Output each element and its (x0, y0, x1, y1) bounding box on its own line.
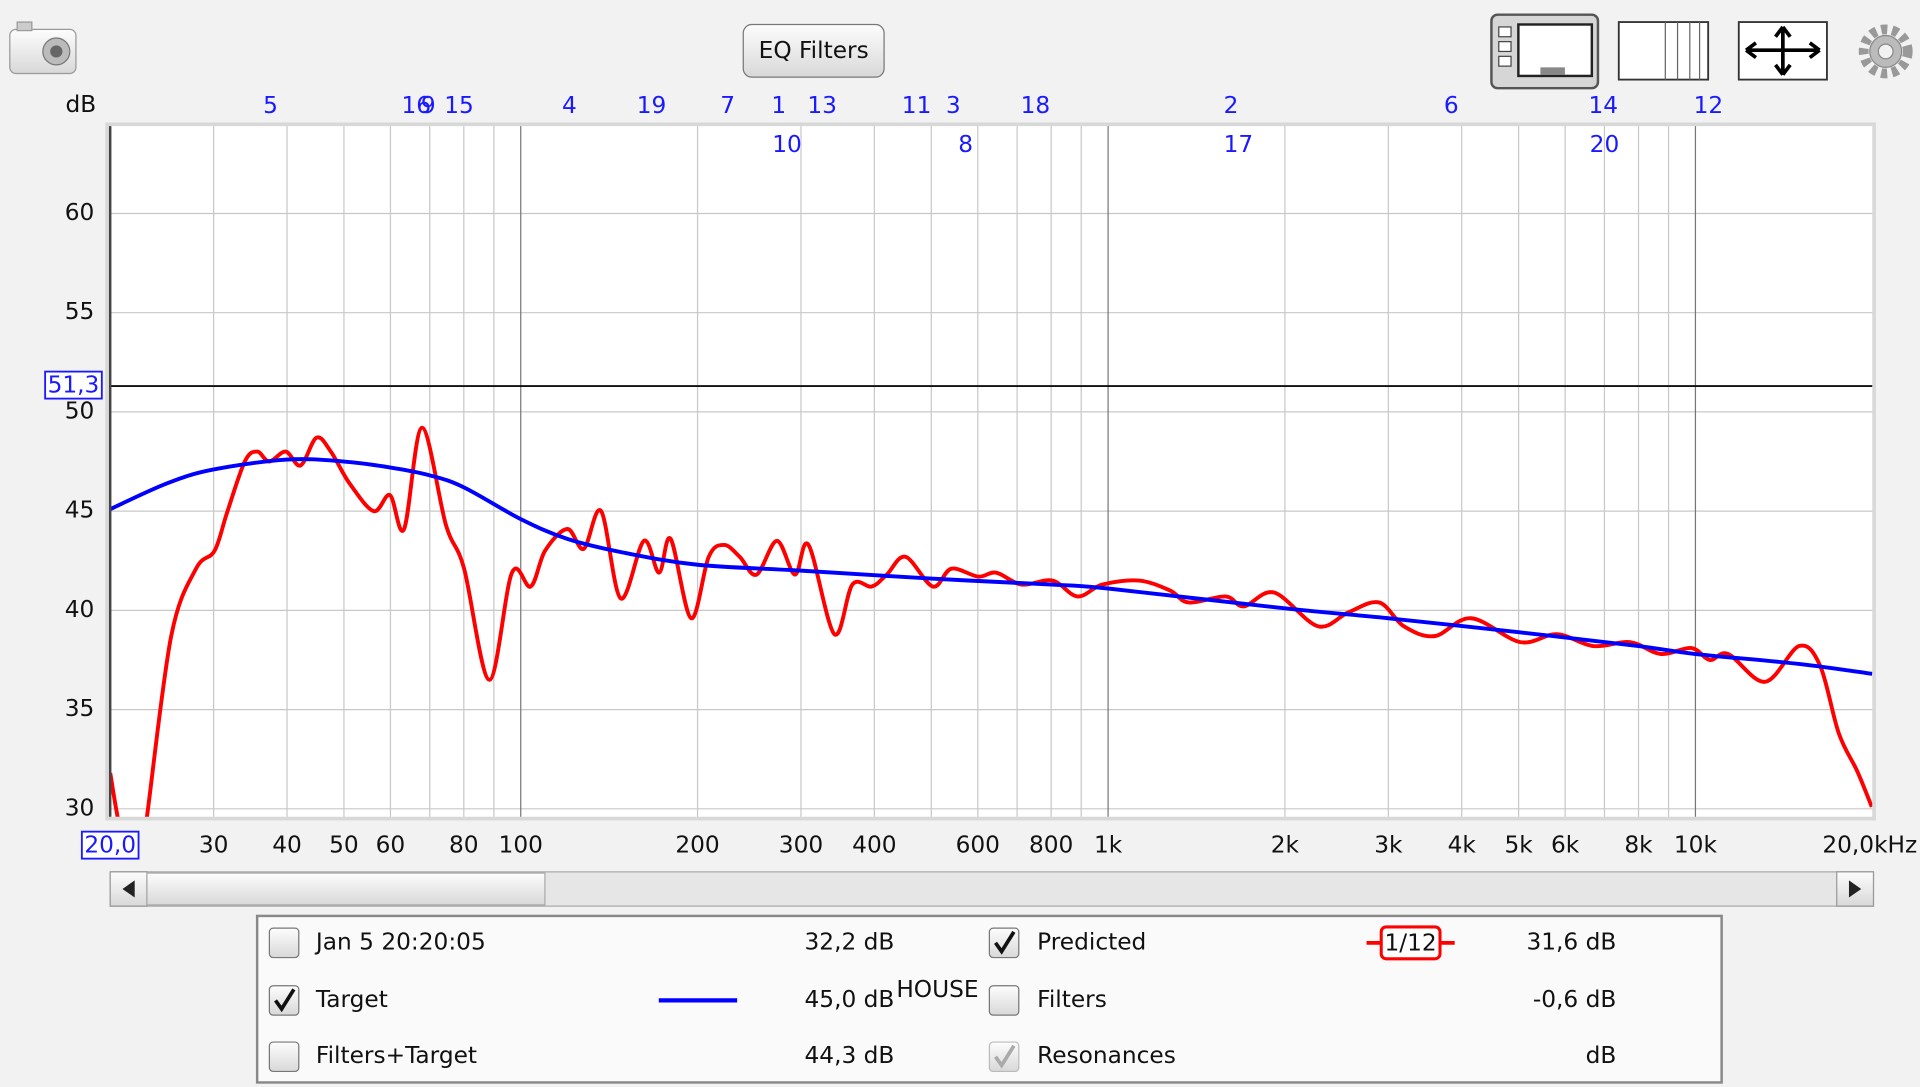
y-tick-label: 40 (65, 596, 95, 623)
series-line (110, 425, 1873, 817)
legend-value: 45,0 dB (804, 986, 894, 1013)
y-tick-label: 60 (65, 199, 95, 226)
cursor-box (44, 370, 103, 400)
filter-marker: 12 (1694, 92, 1724, 119)
filter-marker: 19 (637, 92, 667, 119)
y-tick-label: 50 (65, 397, 95, 424)
legend-label: Predicted (1037, 928, 1146, 955)
x-tick-label: 40 (272, 832, 302, 859)
camera-button[interactable] (9, 21, 77, 75)
filter-marker: 3 (946, 92, 961, 119)
filter-marker: 9 (421, 92, 436, 119)
filter-marker: 14 (1588, 92, 1618, 119)
cursor-label: 20,0 (84, 832, 136, 859)
x-tick-label: 600 (956, 832, 1000, 859)
checkmark[interactable] (994, 930, 1016, 955)
legend: Target 45,0 dB HOUSE Predicted 31,6 dB 1/12 Ja… (268, 925, 1617, 1073)
x-tick-label: 50 (329, 832, 359, 859)
button-label: EQ Filters (759, 37, 869, 64)
y-tick-label: 30 (65, 794, 95, 821)
curves (110, 425, 1873, 817)
legend-value: 31,6 dB (1526, 928, 1616, 955)
x-tick-label: 8k (1624, 832, 1653, 859)
checkbox[interactable] (268, 927, 300, 959)
x-tick-label: 80 (449, 832, 479, 859)
legend-value: 44,3 dB (804, 1042, 894, 1069)
checkbox[interactable] (988, 985, 1020, 1016)
x-tick-label: 5k (1504, 832, 1533, 859)
filter-marker: 10 (772, 131, 802, 158)
filter-marker: 1 (771, 92, 786, 119)
x-tick-label: 30 (199, 832, 229, 859)
filter-marker: 2 (1224, 92, 1239, 119)
legend-value: -0,6 dB (1533, 986, 1616, 1013)
legend-label: Filters+Target (316, 1042, 477, 1069)
filter-marker: 7 (720, 92, 735, 119)
filter-marker: 15 (444, 92, 474, 119)
legend-value: dB (1586, 1042, 1617, 1069)
checkmark[interactable] (994, 1044, 1016, 1069)
filter-marker: 20 (1590, 131, 1620, 158)
x-tick-label: 100 (499, 832, 543, 859)
zoom-arrows-button[interactable] (1737, 21, 1828, 81)
legend-note: HOUSE (896, 976, 978, 1003)
legend-label: Resonances (1037, 1042, 1176, 1069)
y-axis-label: dB (65, 91, 96, 118)
series-line (110, 457, 1873, 676)
filter-marker: 16 (401, 92, 431, 119)
x-tick-label: 400 (852, 832, 896, 859)
plot-area (110, 126, 1873, 817)
cursor-label: 51,3 (48, 372, 100, 399)
settings-button[interactable] (1858, 24, 1913, 79)
filter-marker: 11 (902, 92, 932, 119)
checkmark[interactable] (274, 988, 296, 1013)
x-tick-label: 3k (1374, 832, 1403, 859)
x-tick-label: 1k (1094, 832, 1123, 859)
x-tick-label: 300 (779, 832, 823, 859)
x-tick-label: 2k (1271, 832, 1300, 859)
legend-value: 32,2 dB (804, 928, 894, 955)
x-tick-label: 4k (1448, 832, 1477, 859)
filter-marker: 13 (807, 92, 837, 119)
y-tick-label: 35 (65, 695, 95, 722)
grid (110, 126, 1873, 817)
filter-marker: 5 (263, 92, 278, 119)
columns-button[interactable] (1617, 21, 1710, 81)
filter-marker: 6 (1444, 92, 1459, 119)
x-tick-label: 10k (1674, 832, 1718, 859)
x-tick-label: 800 (1029, 832, 1073, 859)
y-tick-label: 55 (65, 298, 95, 325)
x-tick-label: 200 (675, 832, 719, 859)
smoothing-box[interactable] (1379, 925, 1442, 961)
legend-label: Jan 5 20:20:05 (314, 928, 486, 955)
layout-button[interactable] (1490, 13, 1600, 90)
legend-label: Target (315, 986, 388, 1013)
cursor-box (80, 830, 140, 860)
filter-marker: 17 (1224, 131, 1254, 158)
filter-marker: 18 (1021, 92, 1051, 119)
filter-marker: 4 (562, 92, 577, 119)
scrollbar[interactable] (109, 871, 1875, 907)
checkbox[interactable] (268, 1041, 300, 1073)
y-tick-label: 45 (65, 497, 95, 524)
x-tick-label: 20,0kHz (1822, 832, 1917, 859)
eq-filters-button[interactable]: EQ Filters (742, 23, 885, 78)
smoothing-label[interactable]: 1/12 (1385, 930, 1437, 957)
filter-marker: 8 (958, 131, 973, 158)
x-tick-label: 60 (376, 832, 406, 859)
x-tick-label: 6k (1551, 832, 1580, 859)
legend-label: Filters (1037, 986, 1107, 1013)
